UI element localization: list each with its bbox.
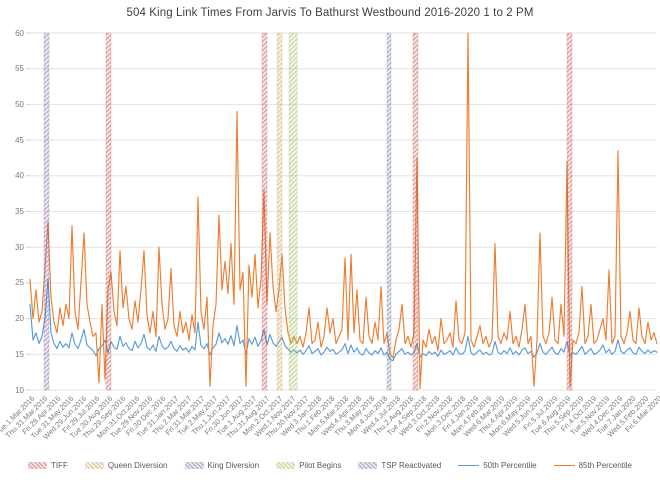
event-band-king-diversion — [43, 32, 50, 391]
event-band-tiff — [412, 32, 419, 391]
legend-band-swatch-icon — [276, 462, 296, 469]
y-axis-tick-label: 40 — [15, 171, 24, 181]
legend-label: TSP Reactivated — [381, 461, 442, 470]
event-band-tiff — [261, 32, 268, 391]
legend-item-85th-percentile: 85th Percentile — [553, 461, 632, 470]
legend-band-swatch-icon — [184, 462, 204, 469]
legend-item-queen-diversion: Queen Diversion — [84, 461, 168, 470]
y-axis-tick-label: 30 — [15, 242, 24, 252]
series-line-50th-percentile — [29, 278, 658, 362]
legend-item-tsp-reactivated: TSP Reactivated — [358, 461, 441, 470]
y-axis-tick-label: 50 — [15, 99, 24, 109]
event-band-queen-diversion — [276, 32, 283, 391]
legend-band-swatch-icon — [28, 462, 48, 469]
legend-label: 50th Percentile — [483, 461, 537, 470]
series-line-85th-percentile — [29, 32, 658, 390]
legend-label: King Diversion — [207, 461, 260, 470]
y-axis-tick-label: 25 — [15, 278, 24, 288]
legend-item-50th-percentile: 50th Percentile — [458, 461, 537, 470]
legend-line-swatch-icon — [553, 465, 575, 466]
y-axis-tick-label: 15 — [15, 349, 24, 359]
legend-item-tiff: TIFF — [28, 461, 68, 470]
legend-label: TIFF — [51, 461, 68, 470]
event-band-pilot-begins — [288, 32, 298, 391]
y-axis-tick-label: 35 — [15, 207, 24, 216]
event-band-tiff — [105, 32, 112, 391]
legend-item-pilot-begins: Pilot Begins — [276, 461, 341, 470]
y-axis-tick-label: 20 — [15, 314, 24, 324]
legend-band-swatch-icon — [358, 462, 378, 469]
legend-line-swatch-icon — [458, 465, 480, 466]
y-axis-tick-label: 55 — [15, 64, 24, 74]
event-band-tsp-reactivated — [386, 32, 392, 391]
legend-label: 85th Percentile — [578, 461, 632, 470]
legend-item-king-diversion: King Diversion — [184, 461, 260, 470]
legend: TIFF Queen Diversion King Diversion Pilot B… — [0, 461, 660, 470]
legend-label: Queen Diversion — [107, 461, 168, 470]
event-band-tiff — [566, 32, 573, 391]
y-axis-tick-label: 45 — [15, 135, 24, 145]
chart-title: 504 King Link Times From Jarvis To Bathu… — [126, 7, 534, 19]
y-axis-tick-label: 60 — [15, 28, 24, 38]
y-axis-tick-label: 10 — [15, 385, 24, 395]
legend-band-swatch-icon — [84, 462, 104, 469]
legend-label: Pilot Begins — [299, 461, 342, 470]
